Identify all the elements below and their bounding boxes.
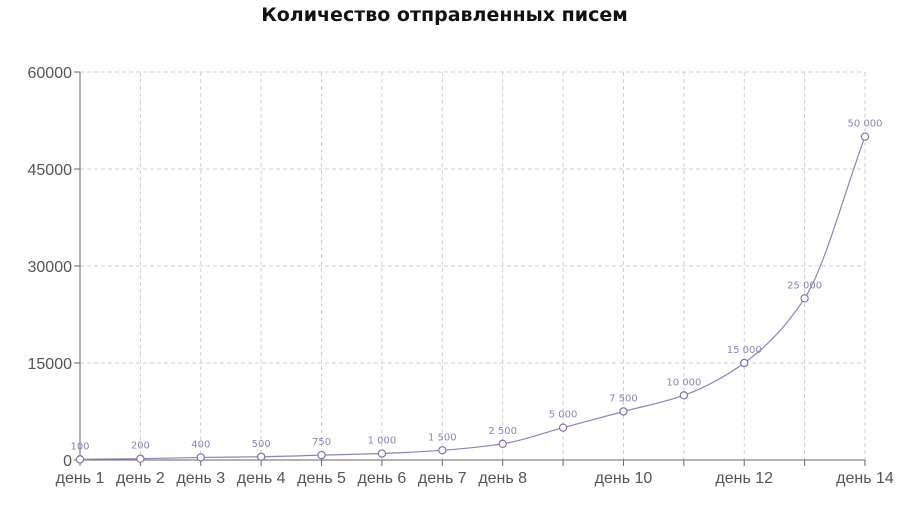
data-label: 25 000: [787, 280, 822, 291]
data-point: [136, 454, 145, 463]
label-layer: 100 200 400 500 750 1 000 1 500 2 500 5 000 7 500…: [70, 119, 882, 453]
data-label: 400: [191, 439, 210, 450]
x-tick-label: день 14: [836, 470, 894, 487]
data-point: [558, 423, 568, 432]
data-point: [679, 391, 689, 400]
data-label: 2 500: [488, 426, 517, 437]
data-label: 10 000: [666, 377, 701, 388]
data-point: [196, 453, 205, 462]
x-tick-label: день 2: [116, 470, 165, 487]
data-label: 7 500: [609, 394, 638, 405]
data-label: 50 000: [848, 119, 883, 130]
line-layer: [79, 136, 866, 460]
data-point: [438, 446, 447, 455]
data-label: 5 000: [549, 410, 578, 421]
data-label: 500: [252, 439, 271, 450]
data-point: [740, 358, 749, 368]
data-point: [800, 294, 809, 303]
data-point: [619, 407, 628, 416]
data-label: 1 500: [428, 432, 457, 443]
data-point: [256, 452, 266, 461]
series-line: [79, 136, 866, 460]
x-tick-label: день 5: [297, 470, 346, 487]
point-layer: [75, 132, 870, 464]
x-tick-label: день 1: [56, 470, 105, 487]
grid-layer: [80, 71, 866, 460]
data-point: [860, 132, 870, 141]
data-point: [377, 449, 387, 458]
x-tick-label: день 3: [176, 470, 225, 487]
data-point: [75, 455, 85, 464]
y-tick-label: 60000: [28, 65, 73, 82]
axis-layer: 0 15000 30000 45000 60000 день 1 день 2 день 3 д…: [28, 65, 894, 487]
data-label: 1 000: [368, 436, 397, 447]
x-tick-label: день 10: [595, 470, 653, 487]
x-tick-label: день 12: [715, 470, 773, 487]
y-tick-label: 45000: [28, 162, 73, 179]
y-tick-label: 0: [63, 453, 72, 470]
x-tick-label: день 6: [358, 470, 407, 487]
data-point: [498, 439, 507, 449]
y-tick-label: 15000: [28, 356, 73, 373]
data-label: 15 000: [727, 345, 762, 356]
chart-title: Количество отправленных писем: [261, 4, 628, 26]
data-label: 100: [70, 441, 89, 452]
y-tick-label: 30000: [28, 259, 73, 276]
data-label: 750: [312, 437, 331, 448]
data-point: [317, 450, 326, 460]
x-tick-label: день 4: [237, 470, 286, 487]
x-tick-label: день 8: [478, 470, 527, 487]
data-label: 200: [131, 441, 150, 452]
x-tick-label: день 7: [418, 470, 467, 487]
